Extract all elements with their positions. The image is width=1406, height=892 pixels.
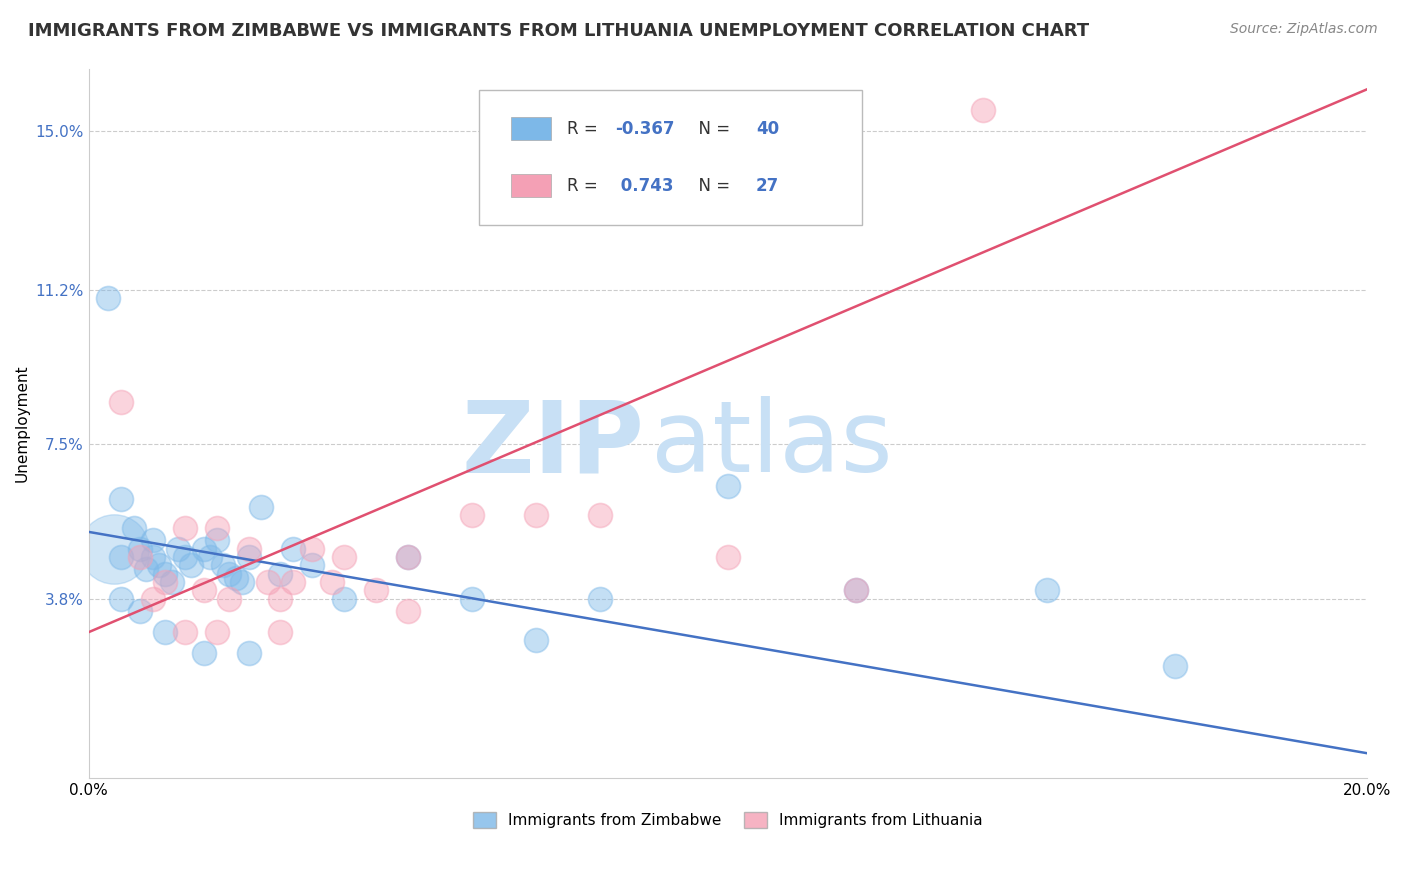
Text: 0.743: 0.743	[616, 177, 673, 194]
Point	[155, 625, 177, 640]
Text: 27: 27	[756, 177, 779, 194]
Point	[218, 566, 240, 581]
Text: 40: 40	[756, 120, 779, 138]
Point	[366, 583, 388, 598]
Point	[110, 549, 132, 564]
Point	[524, 508, 547, 523]
Point	[301, 541, 323, 556]
Point	[135, 562, 157, 576]
Text: ZIP: ZIP	[461, 396, 645, 493]
Point	[396, 549, 419, 564]
Point	[97, 291, 120, 305]
Point	[205, 625, 228, 640]
Point	[269, 591, 291, 606]
Point	[129, 541, 152, 556]
Point	[148, 558, 170, 573]
Point	[129, 604, 152, 618]
Point	[461, 591, 484, 606]
Point	[193, 646, 215, 660]
Point	[142, 533, 165, 548]
Point	[283, 574, 305, 589]
Point	[155, 566, 177, 581]
Text: N =: N =	[688, 177, 735, 194]
Point	[301, 558, 323, 573]
Point	[250, 500, 273, 514]
Point	[269, 566, 291, 581]
Point	[205, 521, 228, 535]
Point	[155, 574, 177, 589]
Point	[1164, 658, 1187, 673]
Point	[173, 549, 195, 564]
Point	[212, 558, 235, 573]
Point	[110, 491, 132, 506]
Point	[238, 549, 260, 564]
Point	[589, 591, 612, 606]
Text: atlas: atlas	[651, 396, 893, 493]
FancyBboxPatch shape	[478, 90, 862, 225]
Point	[238, 541, 260, 556]
Text: -0.367: -0.367	[616, 120, 675, 138]
Point	[256, 574, 278, 589]
Point	[110, 395, 132, 409]
Point	[972, 103, 994, 118]
Point	[845, 583, 868, 598]
Text: R =: R =	[567, 120, 603, 138]
Point	[180, 558, 202, 573]
Y-axis label: Unemployment: Unemployment	[15, 365, 30, 483]
Point	[129, 549, 152, 564]
Point	[1036, 583, 1059, 598]
Point	[461, 508, 484, 523]
Point	[173, 521, 195, 535]
Point	[283, 541, 305, 556]
Point	[218, 591, 240, 606]
Point	[173, 625, 195, 640]
Bar	[510, 118, 551, 140]
Point	[717, 549, 740, 564]
Point	[160, 574, 183, 589]
Text: N =: N =	[688, 120, 735, 138]
Point	[524, 633, 547, 648]
Point	[845, 583, 868, 598]
Point	[193, 583, 215, 598]
Point	[225, 571, 247, 585]
Point	[142, 549, 165, 564]
Point	[231, 574, 253, 589]
Point	[396, 604, 419, 618]
Text: IMMIGRANTS FROM ZIMBABWE VS IMMIGRANTS FROM LITHUANIA UNEMPLOYMENT CORRELATION C: IMMIGRANTS FROM ZIMBABWE VS IMMIGRANTS F…	[28, 22, 1090, 40]
Point	[333, 549, 356, 564]
Point	[167, 541, 190, 556]
Point	[238, 646, 260, 660]
Point	[205, 533, 228, 548]
Point	[589, 508, 612, 523]
Point	[103, 541, 125, 556]
Point	[717, 479, 740, 493]
Point	[142, 591, 165, 606]
Point	[333, 591, 356, 606]
Point	[193, 541, 215, 556]
Point	[396, 549, 419, 564]
Point	[321, 574, 343, 589]
Text: R =: R =	[567, 177, 603, 194]
Point	[200, 549, 222, 564]
Point	[122, 521, 145, 535]
Point	[269, 625, 291, 640]
Point	[110, 591, 132, 606]
Bar	[510, 174, 551, 197]
Legend: Immigrants from Zimbabwe, Immigrants from Lithuania: Immigrants from Zimbabwe, Immigrants fro…	[467, 806, 988, 834]
Text: Source: ZipAtlas.com: Source: ZipAtlas.com	[1230, 22, 1378, 37]
